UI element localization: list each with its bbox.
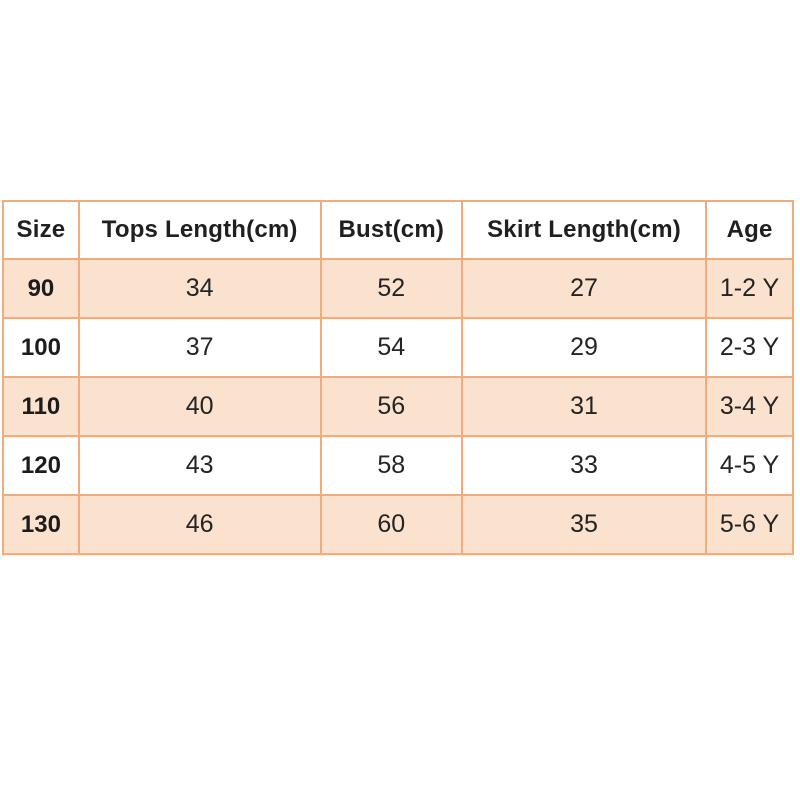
value-cell: 27 (460, 258, 708, 319)
table-row: 110 40 56 31 3-4 Y (2, 376, 794, 437)
value-cell: 3-4 Y (705, 376, 794, 437)
value-cell: 29 (460, 317, 708, 378)
value-cell: 54 (319, 317, 463, 378)
table-row: 130 46 60 35 5-6 Y (2, 494, 794, 555)
value-cell: 2-3 Y (705, 317, 794, 378)
value-cell: 46 (77, 494, 322, 555)
size-chart-table: Size Tops Length(cm) Bust(cm) Skirt Length(… (2, 200, 794, 555)
value-cell: 40 (77, 376, 322, 437)
table-body: 90 34 52 27 1-2 Y 100 37 54 29 2-3 Y 110 40 56 31 3-4 … (2, 258, 794, 555)
value-cell: 33 (460, 435, 708, 496)
value-cell: 5-6 Y (705, 494, 794, 555)
table-row: 100 37 54 29 2-3 Y (2, 317, 794, 378)
size-cell: 100 (2, 317, 80, 378)
value-cell: 35 (460, 494, 708, 555)
size-cell: 120 (2, 435, 80, 496)
value-cell: 52 (319, 258, 463, 319)
value-cell: 4-5 Y (705, 435, 794, 496)
table-row: 120 43 58 33 4-5 Y (2, 435, 794, 496)
header-cell: Age (705, 200, 794, 260)
value-cell: 1-2 Y (705, 258, 794, 319)
value-cell: 56 (319, 376, 463, 437)
size-cell: 130 (2, 494, 80, 555)
header-cell: Size (2, 200, 80, 260)
value-cell: 31 (460, 376, 708, 437)
value-cell: 58 (319, 435, 463, 496)
header-cell: Bust(cm) (319, 200, 463, 260)
size-cell: 110 (2, 376, 80, 437)
value-cell: 60 (319, 494, 463, 555)
size-cell: 90 (2, 258, 80, 319)
header-row: Size Tops Length(cm) Bust(cm) Skirt Length(… (2, 200, 794, 260)
header-cell: Tops Length(cm) (77, 200, 322, 260)
value-cell: 43 (77, 435, 322, 496)
header-cell: Skirt Length(cm) (460, 200, 708, 260)
table-row: 90 34 52 27 1-2 Y (2, 258, 794, 319)
value-cell: 34 (77, 258, 322, 319)
value-cell: 37 (77, 317, 322, 378)
